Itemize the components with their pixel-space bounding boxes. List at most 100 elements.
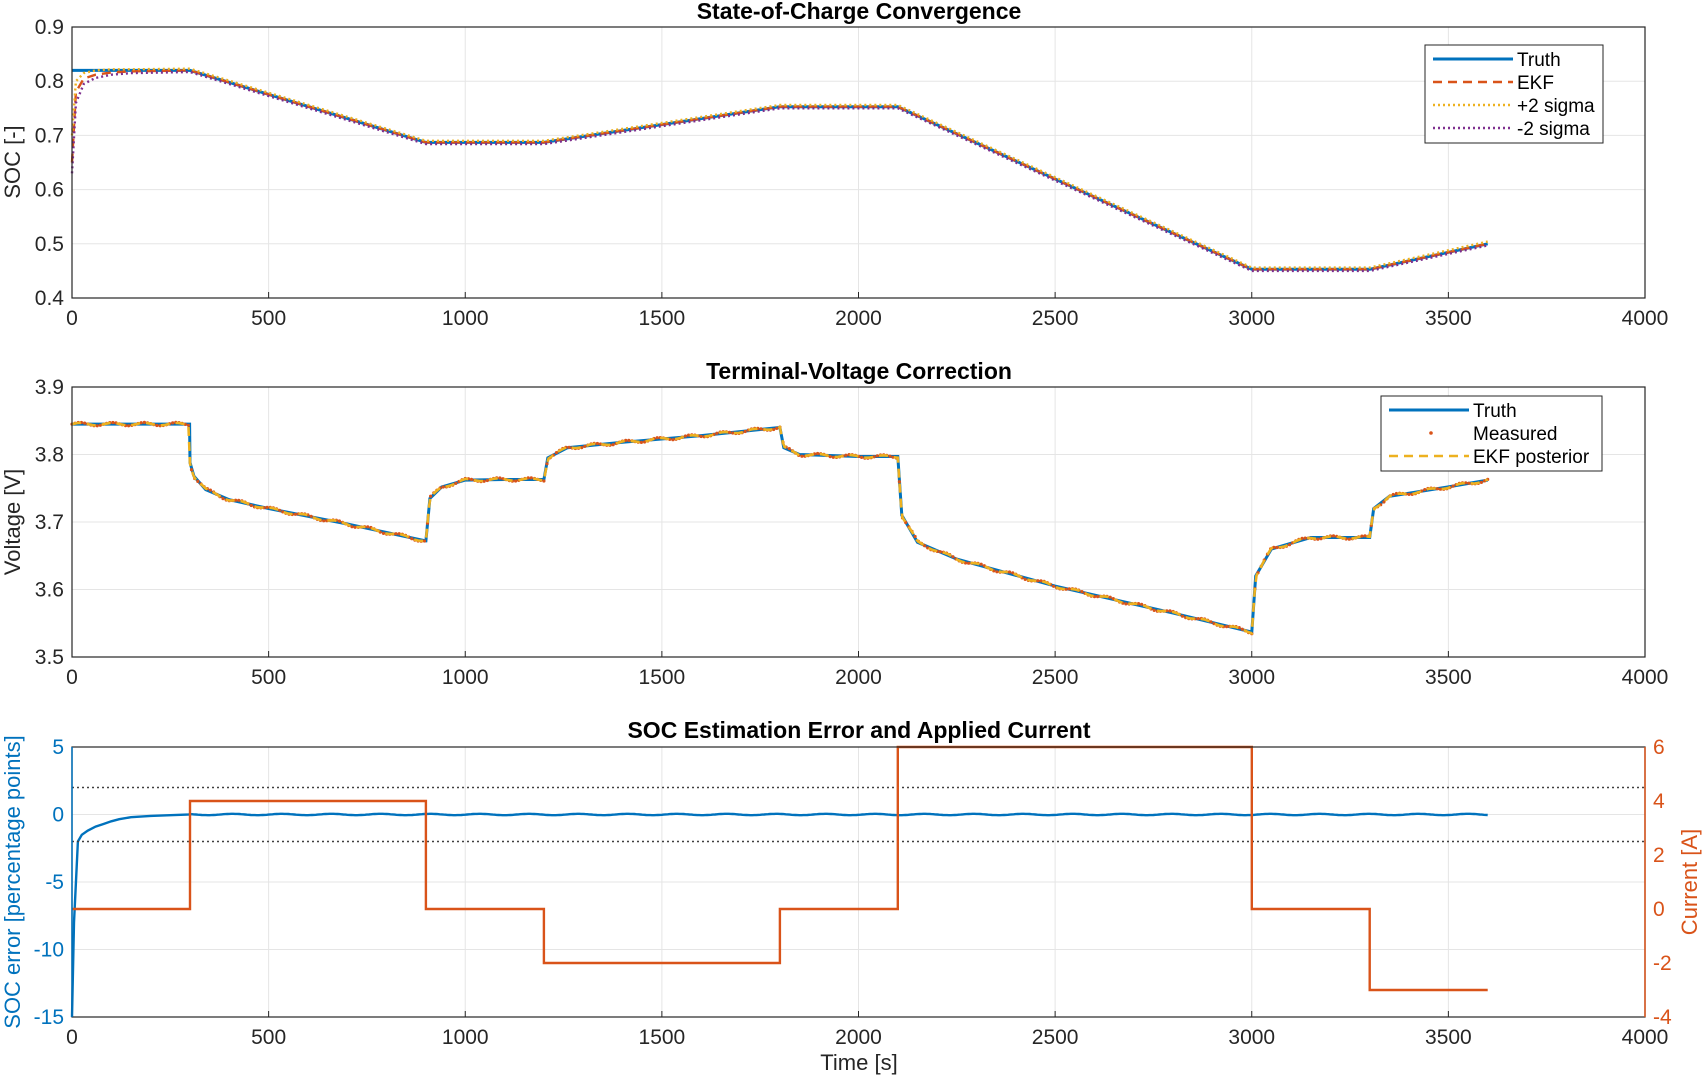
measured-point: [189, 468, 194, 472]
measured-point: [1382, 500, 1386, 504]
x-tick-label: 4000: [1622, 666, 1669, 689]
measured-point: [498, 476, 502, 480]
series-soc-error: [70, 812, 1488, 1018]
measured-point: [1180, 614, 1185, 618]
measured-point: [1438, 487, 1443, 491]
x-tick-label: 3000: [1228, 666, 1275, 689]
measured-point: [1136, 602, 1141, 606]
measured-point: [888, 454, 892, 458]
measured-point: [567, 445, 571, 449]
x-tick-label: 1000: [442, 307, 489, 330]
legend-label: +2 sigma: [1517, 96, 1595, 117]
measured-point: [643, 440, 647, 444]
series-measured: [70, 420, 1490, 636]
measured-point: [1363, 534, 1367, 538]
tick-labels: 0 500 1000 1500 2000 2500 3000 3500 4000 0.4 0.5 0.…: [35, 16, 1669, 330]
series-truth: [72, 422, 1488, 634]
measured-point: [816, 451, 820, 456]
y-right-tick-label: -2: [1653, 952, 1672, 975]
measured-point: [1394, 491, 1399, 496]
measured-point: [1140, 602, 1144, 606]
measured-point: [293, 512, 297, 516]
y-tick-label: 0.7: [35, 124, 64, 147]
measured-point: [913, 534, 917, 539]
measured-point: [1407, 492, 1411, 496]
legend-swatch: [1429, 431, 1433, 435]
measured-point: [627, 438, 631, 442]
legend-box: [1424, 44, 1604, 144]
x-tick-label: 2000: [835, 666, 882, 689]
legend-label: EKF: [1517, 73, 1554, 94]
measured-point: [1435, 487, 1439, 491]
x-tick-label: 1500: [639, 1026, 686, 1049]
plot-area: [70, 420, 1490, 636]
x-tick-label: 2500: [1032, 307, 1079, 330]
measured-point: [234, 498, 238, 502]
x-tick-label: 500: [251, 307, 286, 330]
measured-point: [422, 539, 426, 543]
measured-point: [1064, 587, 1068, 591]
x-tick-label: 3000: [1228, 1026, 1275, 1049]
y-tick-label: -10: [34, 939, 64, 962]
measured-point: [337, 519, 341, 523]
measured-point: [482, 479, 486, 483]
measured-point: [221, 497, 225, 501]
measured-point: [800, 454, 804, 458]
measured-point: [967, 561, 971, 565]
measured-point: [1023, 577, 1027, 582]
measured-point: [655, 436, 659, 440]
measured-point: [743, 429, 747, 434]
x-tick-label: 0: [66, 666, 78, 689]
measured-point: [1092, 595, 1097, 599]
y-tick-label: 5: [52, 736, 64, 759]
measured-point: [872, 455, 876, 459]
measured-point: [469, 477, 474, 481]
grid: [71, 26, 1646, 299]
measured-point: [1196, 617, 1200, 621]
measured-point: [353, 525, 357, 529]
measured-point: [381, 531, 386, 536]
measured-point: [759, 427, 763, 431]
measured-point: [1272, 545, 1276, 550]
measured-point: [322, 519, 326, 523]
measured-point: [139, 421, 143, 425]
y-right-tick-label: 0: [1653, 898, 1665, 921]
plot-area: [70, 745, 1645, 1018]
measured-point: [875, 454, 880, 458]
legend-label: -2 sigma: [1517, 119, 1590, 140]
y-tick-label: -15: [34, 1006, 64, 1029]
chart-title: Terminal-Voltage Correction: [706, 358, 1012, 384]
measured-point: [554, 451, 559, 455]
measured-point: [1240, 627, 1244, 631]
y-right-tick-label: 4: [1653, 790, 1665, 813]
x-tick-label: 1000: [442, 666, 489, 689]
series-2-sigma: [70, 70, 1488, 273]
measured-point: [1479, 480, 1483, 484]
y-tick-label: 0.8: [35, 70, 64, 93]
y-tick-label: 3.8: [35, 444, 64, 467]
measured-point: [111, 420, 115, 425]
series-2-sigma: [70, 67, 1488, 269]
measured-point: [772, 427, 776, 432]
measured-point: [595, 441, 600, 446]
series-ekf-posterior: [71, 421, 1489, 635]
x-tick-label: 1500: [639, 666, 686, 689]
x-tick-label: 500: [251, 1026, 286, 1049]
measured-point: [979, 562, 983, 566]
x-tick-label: 3500: [1425, 666, 1472, 689]
measured-point: [485, 478, 489, 483]
measured-point: [611, 443, 615, 447]
measured-point: [186, 423, 190, 427]
y-axis-label-left: SOC error [percentage points]: [0, 735, 25, 1028]
x-tick-label: 2000: [835, 1026, 882, 1049]
measured-point: [1391, 492, 1395, 497]
measured-point: [1347, 537, 1351, 541]
x-tick-label: 0: [66, 1026, 78, 1049]
measured-point: [142, 420, 146, 424]
measured-point: [1423, 488, 1427, 492]
measured-point: [454, 481, 458, 485]
measured-point: [860, 455, 864, 459]
measured-point: [545, 462, 549, 466]
measured-point: [83, 421, 87, 425]
